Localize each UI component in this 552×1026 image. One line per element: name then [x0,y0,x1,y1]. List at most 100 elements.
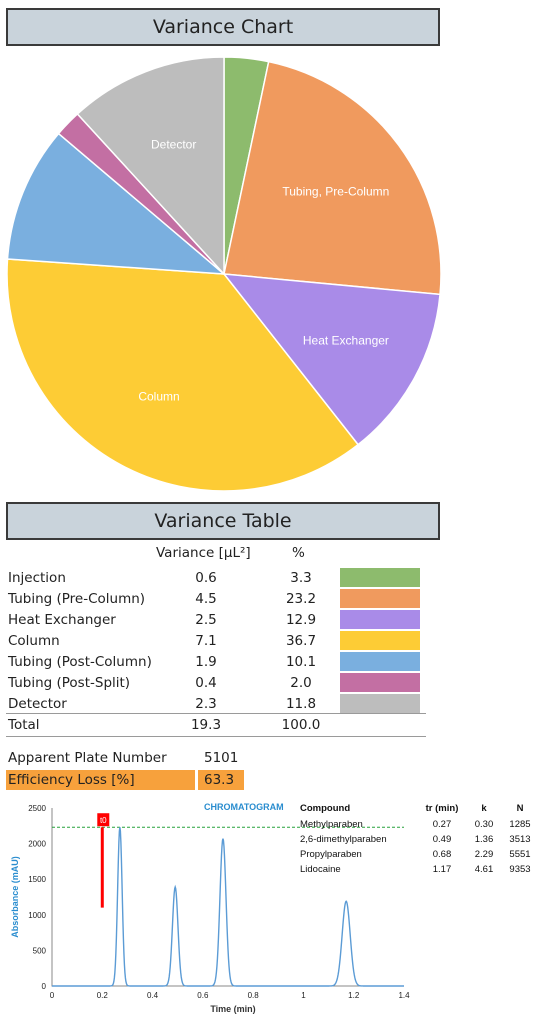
total-divider [6,713,426,714]
efficiency-loss-label: Efficiency Loss [%] [8,772,135,788]
x-tick-label: 0.6 [197,991,209,1000]
compound-table-cell: 1285 [509,819,530,830]
compound-table-cell: 0.30 [475,819,494,830]
t0-marker-box [97,813,110,827]
x-tick-label: 1 [301,991,306,1000]
compound-table-cell: 1.17 [433,864,452,875]
compound-table-cell: 2,6-dimethylparaben [300,834,387,845]
compound-table-header: k [481,803,487,814]
row-percent: 36.7 [285,633,317,649]
row-variance: 4.5 [195,591,217,607]
chromatogram-trace [52,827,404,987]
row-color-swatch [340,694,420,713]
row-color-swatch [340,610,420,629]
t0-marker-label: t0 [100,816,107,825]
y-tick-label: 500 [33,946,47,955]
compound-table-cell: 0.49 [433,834,452,845]
row-percent: 10.1 [285,654,317,670]
compound-table-header: N [517,803,524,814]
row-color-swatch [340,568,420,587]
table-row: Column 7.1 36.7 [6,630,426,651]
pie-slice-heat-exchanger [222,273,441,446]
total-label: Total [8,717,40,733]
row-variance: 0.6 [195,570,217,586]
x-tick-label: 1.2 [348,991,360,1000]
row-color-swatch [340,631,420,650]
y-tick-label: 1000 [28,911,46,920]
efficiency-loss-value: 63.3 [204,772,235,788]
variance-chart-title: Variance Chart [152,16,294,38]
compound-table-cell: 3513 [509,834,530,845]
y-tick-label: 2500 [28,804,46,813]
pie-slice-detector [76,56,225,276]
pie-slice-column [6,258,360,492]
table-row: Tubing (Post-Split) 0.4 2.0 [6,672,426,693]
row-name: Column [8,633,60,649]
row-color-swatch [340,673,420,692]
variance-table-header: Variance Table [6,502,440,540]
row-name: Detector [8,696,67,712]
table-row: Injection 0.6 3.3 [6,567,426,588]
pie-slice-tubing-post-column [6,132,227,275]
y-tick-label: 0 [42,982,47,991]
y-axis-title: Absorbance (mAU) [10,856,20,938]
row-name: Injection [8,570,66,586]
x-tick-label: 1.4 [398,991,410,1000]
row-percent: 11.8 [285,696,317,712]
compound-table-cell: Propylparaben [300,849,362,860]
table-row-total: Total 19.3 100.0 [6,714,426,735]
row-color-swatch [340,589,420,608]
row-name: Tubing (Post-Split) [8,675,131,691]
compound-table-header: Compound [300,803,350,814]
variance-chart-header: Variance Chart [6,8,440,46]
compound-table-cell: 5551 [509,849,530,860]
row-color-swatch [340,652,420,671]
col-header-percent: % [292,545,305,561]
plate-number-row: Apparent Plate Number 5101 [6,748,266,768]
compound-table-cell: Lidocaine [300,864,341,875]
plate-number-value: 5101 [204,750,239,766]
x-tick-label: 0.2 [97,991,109,1000]
compound-table-cell: 0.68 [433,849,452,860]
chromatogram-chart: 0 500 1000 1500 2000 2500 0 0.2 0.4 0.6 0.8 1 1.2 1.4… [10,802,531,1014]
pie-label-6: Detector [151,138,196,152]
row-name: Heat Exchanger [8,612,116,628]
row-name: Tubing (Post-Column) [8,654,152,670]
efficiency-loss-row: Efficiency Loss [%] 63.3 [6,770,266,790]
compound-table-cell: 9353 [509,864,530,875]
pie-label-2: Heat Exchanger [303,334,389,348]
compound-table-cell: 0.27 [433,819,452,830]
total-percent: 100.0 [281,717,321,733]
plate-number-label: Apparent Plate Number [8,750,167,766]
row-percent: 2.0 [290,675,312,691]
efficiency-loss-value-bg [198,770,244,790]
y-tick-label: 1500 [28,875,46,884]
compound-table-header: tr (min) [426,803,459,814]
table-row: Tubing (Post-Column) 1.9 10.1 [6,651,426,672]
variance-table-title: Variance Table [154,510,292,532]
compound-table-cell: 4.61 [475,864,494,875]
row-variance: 2.5 [195,612,217,628]
row-variance: 7.1 [195,633,217,649]
x-tick-label: 0.4 [147,991,159,1000]
compound-table-cell: 1.36 [475,834,494,845]
row-variance: 2.3 [195,696,217,712]
compound-table-cell: 2.29 [475,849,494,860]
pie-label-1: Tubing, Pre-Column [282,185,389,199]
total-variance: 19.3 [190,717,222,733]
chromatogram-title: CHROMATOGRAM [204,802,284,812]
col-header-variance: Variance [µL²] [156,545,251,561]
x-tick-label: 0 [50,991,55,1000]
variance-pie-chart: Tubing, Pre-Column Heat Exchanger Column De… [6,56,442,492]
row-name: Tubing (Pre-Column) [8,591,146,607]
row-variance: 0.4 [195,675,217,691]
y-tick-label: 2000 [28,840,46,849]
row-variance: 1.9 [195,654,217,670]
table-row: Heat Exchanger 2.5 12.9 [6,609,426,630]
compound-table-cell: Methylparaben [300,819,363,830]
total-bottom-line [6,736,426,737]
table-row: Detector 2.3 11.8 [6,693,426,714]
x-axis-title: Time (min) [210,1004,255,1014]
efficiency-loss-label-bg [6,770,195,790]
row-percent: 3.3 [290,570,312,586]
